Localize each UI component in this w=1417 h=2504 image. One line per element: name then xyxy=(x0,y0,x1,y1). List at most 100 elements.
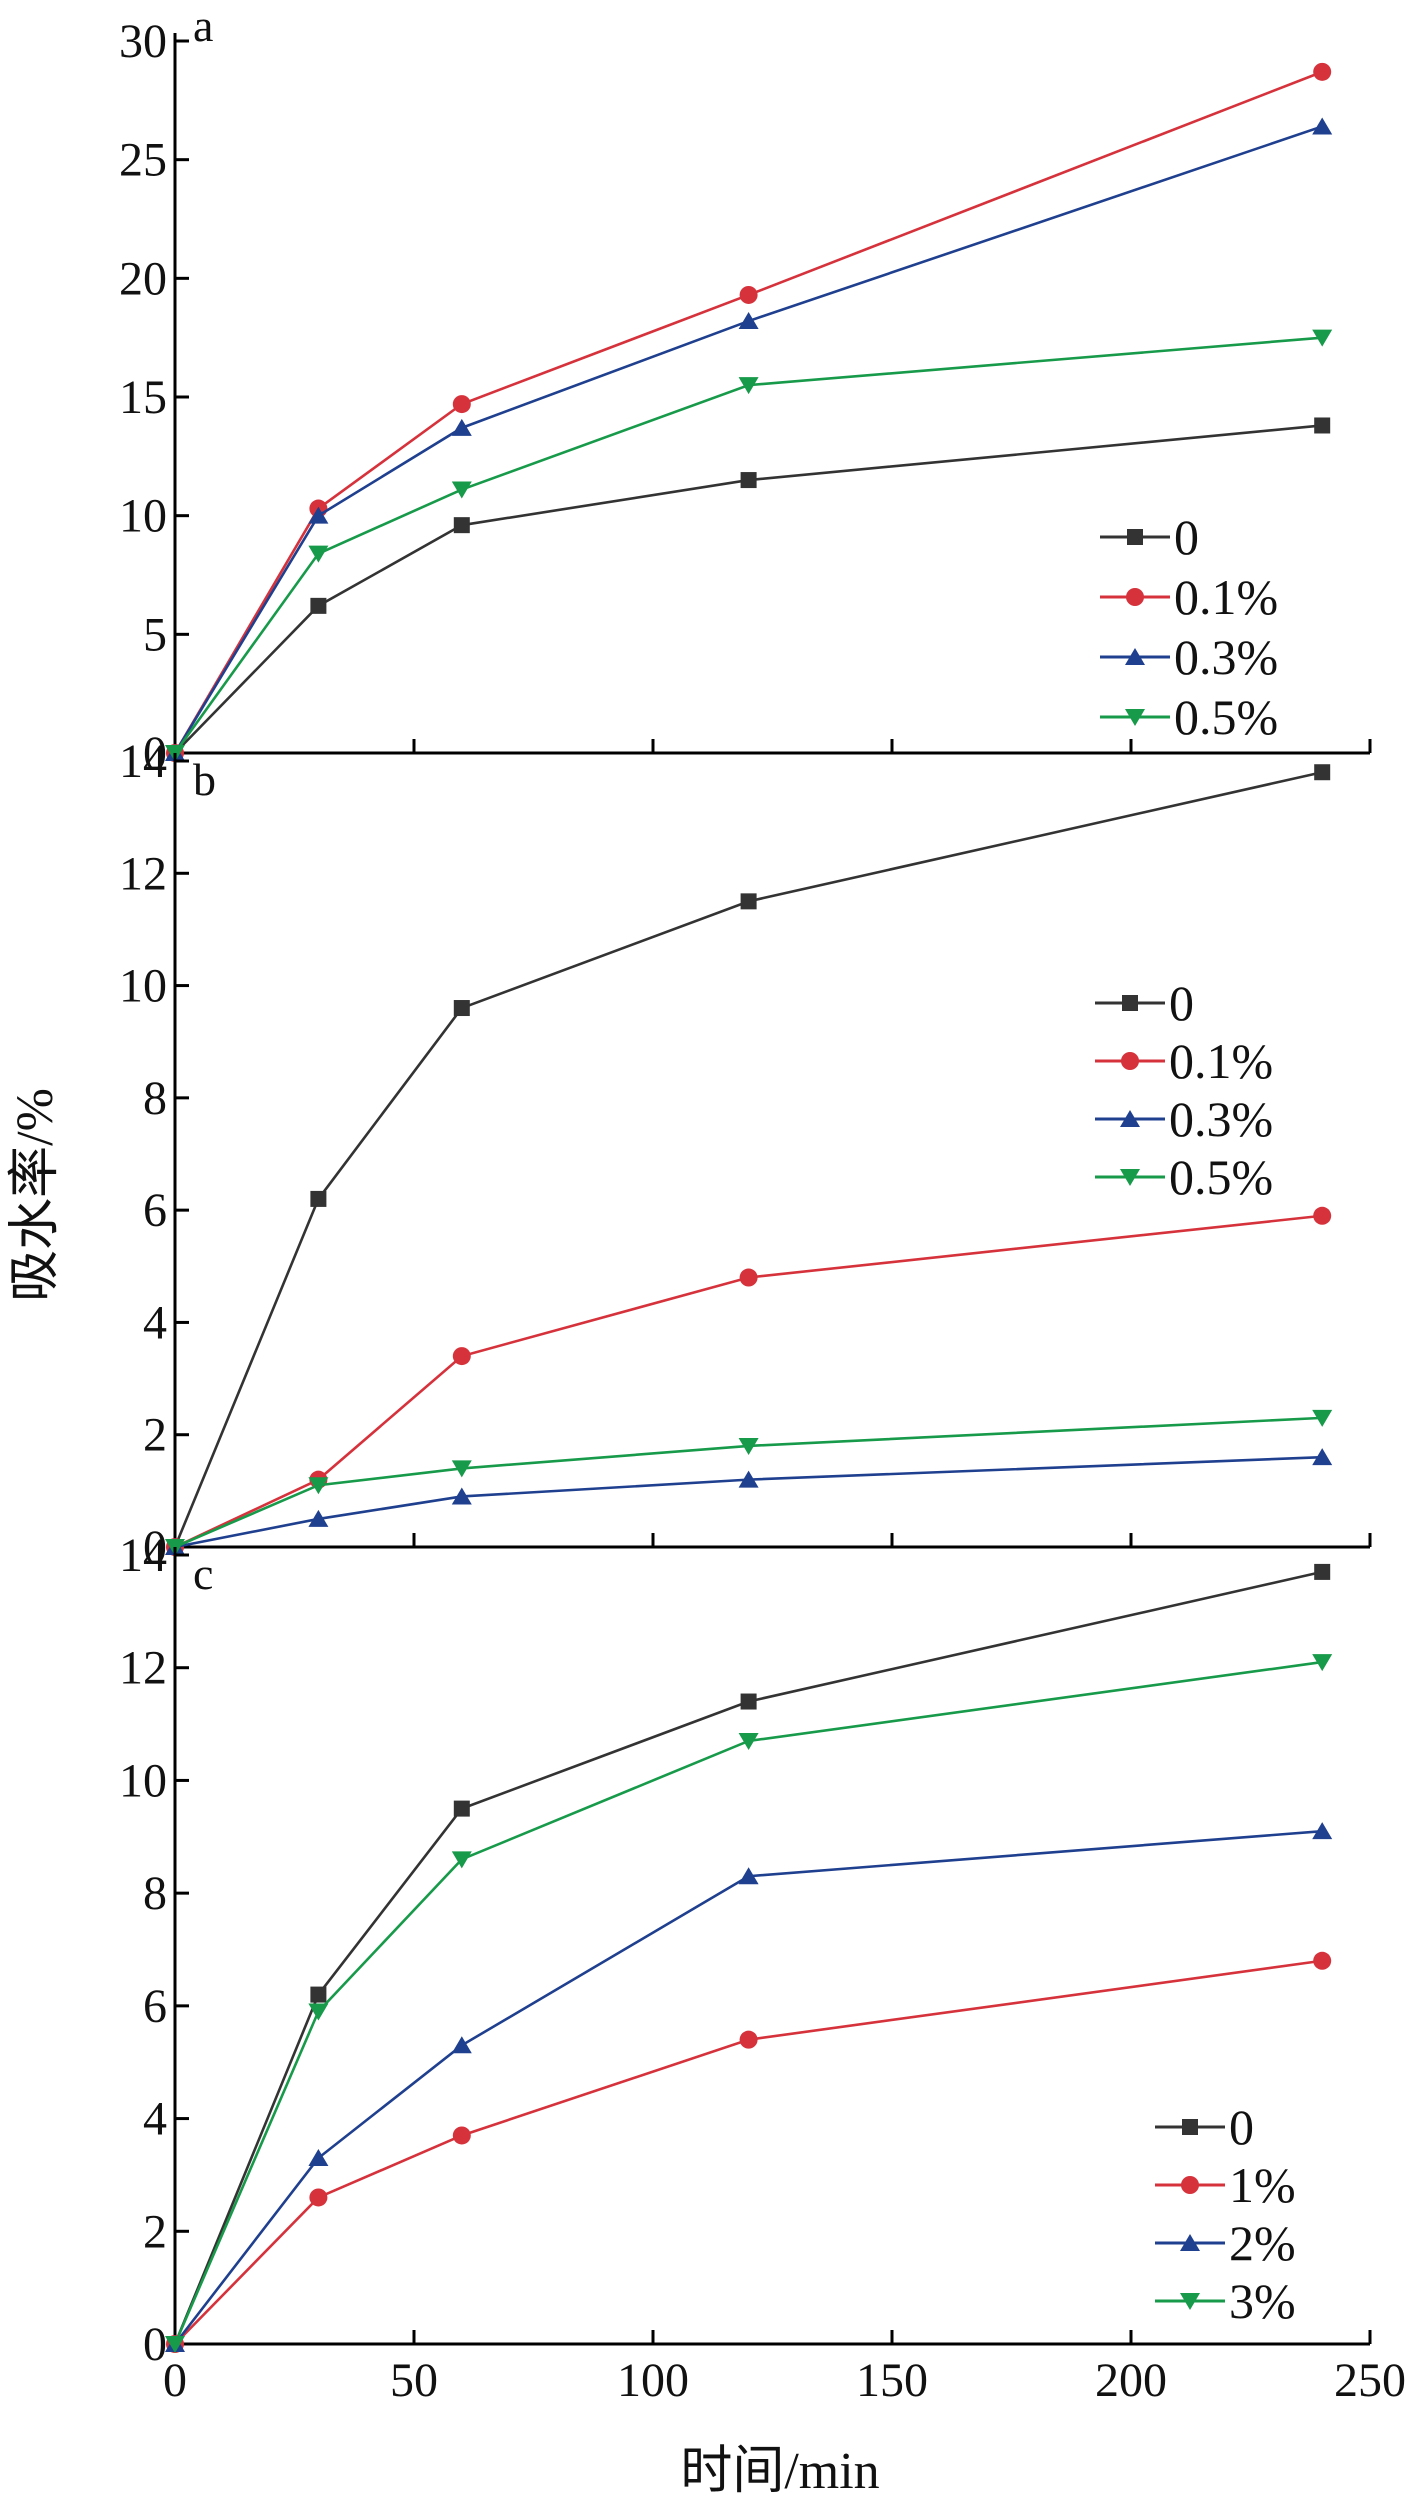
series-line xyxy=(173,125,1323,754)
data-point xyxy=(1312,1448,1333,1466)
y-tick-label: 15 xyxy=(119,371,167,424)
data-point xyxy=(740,1693,757,1710)
legend-marker xyxy=(1122,995,1138,1011)
data-point xyxy=(740,893,757,910)
series-2% xyxy=(165,1822,1333,2352)
data-point xyxy=(452,395,471,414)
data-point xyxy=(452,2126,471,2145)
y-tick-label: 10 xyxy=(119,1754,167,1807)
legend-label: 0 xyxy=(1174,509,1199,565)
legend-marker xyxy=(1127,529,1143,545)
data-point xyxy=(308,506,329,524)
legend-label: 3% xyxy=(1229,2273,1296,2329)
data-point xyxy=(1313,1206,1332,1225)
data-point xyxy=(451,481,472,499)
data-point xyxy=(453,1000,470,1017)
series-0 xyxy=(167,1563,1331,2352)
data-point xyxy=(1314,417,1331,434)
data-point xyxy=(308,1477,329,1495)
panel-letter: a xyxy=(193,0,213,51)
legend-label: 0.5% xyxy=(1174,689,1278,745)
y-tick-label: 12 xyxy=(119,847,167,900)
series-0.5% xyxy=(165,329,1333,762)
data-point xyxy=(451,1851,472,1869)
legend-label: 2% xyxy=(1229,2215,1296,2271)
legend-marker xyxy=(1181,2176,1199,2194)
x-tick-label: 0 xyxy=(163,2354,187,2407)
y-tick-label: 8 xyxy=(143,1867,167,1920)
data-point xyxy=(308,545,329,563)
series-line xyxy=(173,1660,1323,2345)
legend-marker xyxy=(1120,1169,1140,1186)
y-tick-label: 25 xyxy=(119,134,167,187)
legend-label: 0 xyxy=(1229,2099,1254,2155)
data-point xyxy=(1314,764,1331,781)
y-tick-label: 0 xyxy=(143,1521,167,1574)
legend-marker xyxy=(1180,2234,1200,2251)
data-point xyxy=(451,2036,472,2054)
y-axis-title: 吸水率/% xyxy=(7,1088,64,1302)
legend-marker xyxy=(1182,2119,1198,2135)
y-tick-label: 4 xyxy=(143,1296,167,1349)
y-tick-label: 4 xyxy=(143,2093,167,2146)
legend-label: 0 xyxy=(1169,975,1194,1031)
y-tick-label: 12 xyxy=(119,1642,167,1695)
series-line xyxy=(173,770,1323,1548)
data-point xyxy=(451,418,472,436)
data-point xyxy=(739,1268,758,1287)
x-tick-label: 250 xyxy=(1334,2354,1406,2407)
series-1% xyxy=(166,1951,1332,2353)
series-0.3% xyxy=(165,117,1333,761)
legend-label: 0.1% xyxy=(1174,569,1278,625)
data-point xyxy=(453,517,470,534)
series-line xyxy=(174,1959,1323,2345)
data-point xyxy=(1312,1409,1333,1427)
y-tick-label: 5 xyxy=(143,608,167,661)
series-0.5% xyxy=(165,1409,1333,1556)
panel-letter: c xyxy=(193,1548,213,1599)
data-point xyxy=(740,472,757,489)
data-point xyxy=(738,1470,759,1488)
data-point xyxy=(453,1800,470,1817)
data-point xyxy=(1313,62,1332,81)
series-line xyxy=(173,1570,1323,2345)
y-tick-label: 2 xyxy=(143,2205,167,2258)
x-axis-title: 时间/min xyxy=(680,2443,879,2500)
legend-marker xyxy=(1180,2293,1200,2310)
data-point xyxy=(308,2003,329,2021)
data-point xyxy=(308,2149,329,2167)
series-0 xyxy=(167,417,1331,761)
data-point xyxy=(309,2188,328,2207)
legend-marker xyxy=(1120,1110,1140,1127)
series-0 xyxy=(167,764,1331,1555)
data-point xyxy=(738,1437,759,1455)
data-point xyxy=(1312,1822,1333,1840)
y-tick-label: 0 xyxy=(143,727,167,780)
y-tick-label: 6 xyxy=(143,1980,167,2033)
legend-marker xyxy=(1125,648,1145,665)
data-point xyxy=(451,1487,472,1505)
y-tick-label: 20 xyxy=(119,252,167,305)
data-point xyxy=(1312,1654,1333,1672)
legend-label: 0.3% xyxy=(1174,629,1278,685)
x-tick-label: 200 xyxy=(1095,2354,1167,2407)
legend-label: 0.5% xyxy=(1169,1149,1273,1205)
data-point xyxy=(451,1460,472,1478)
data-point xyxy=(308,1509,329,1527)
data-point xyxy=(1314,1563,1331,1580)
data-point xyxy=(310,1190,327,1207)
data-point xyxy=(739,285,758,304)
data-point xyxy=(738,312,759,330)
data-point xyxy=(165,2336,185,2353)
series-line xyxy=(174,1214,1323,1549)
x-tick-label: 50 xyxy=(390,2354,438,2407)
legend-label: 1% xyxy=(1229,2157,1296,2213)
series-3% xyxy=(165,1654,1333,2353)
series-line xyxy=(173,1829,1323,2345)
x-tick-label: 100 xyxy=(617,2354,689,2407)
y-tick-label: 6 xyxy=(143,1184,167,1237)
series-0.1% xyxy=(166,1206,1332,1556)
